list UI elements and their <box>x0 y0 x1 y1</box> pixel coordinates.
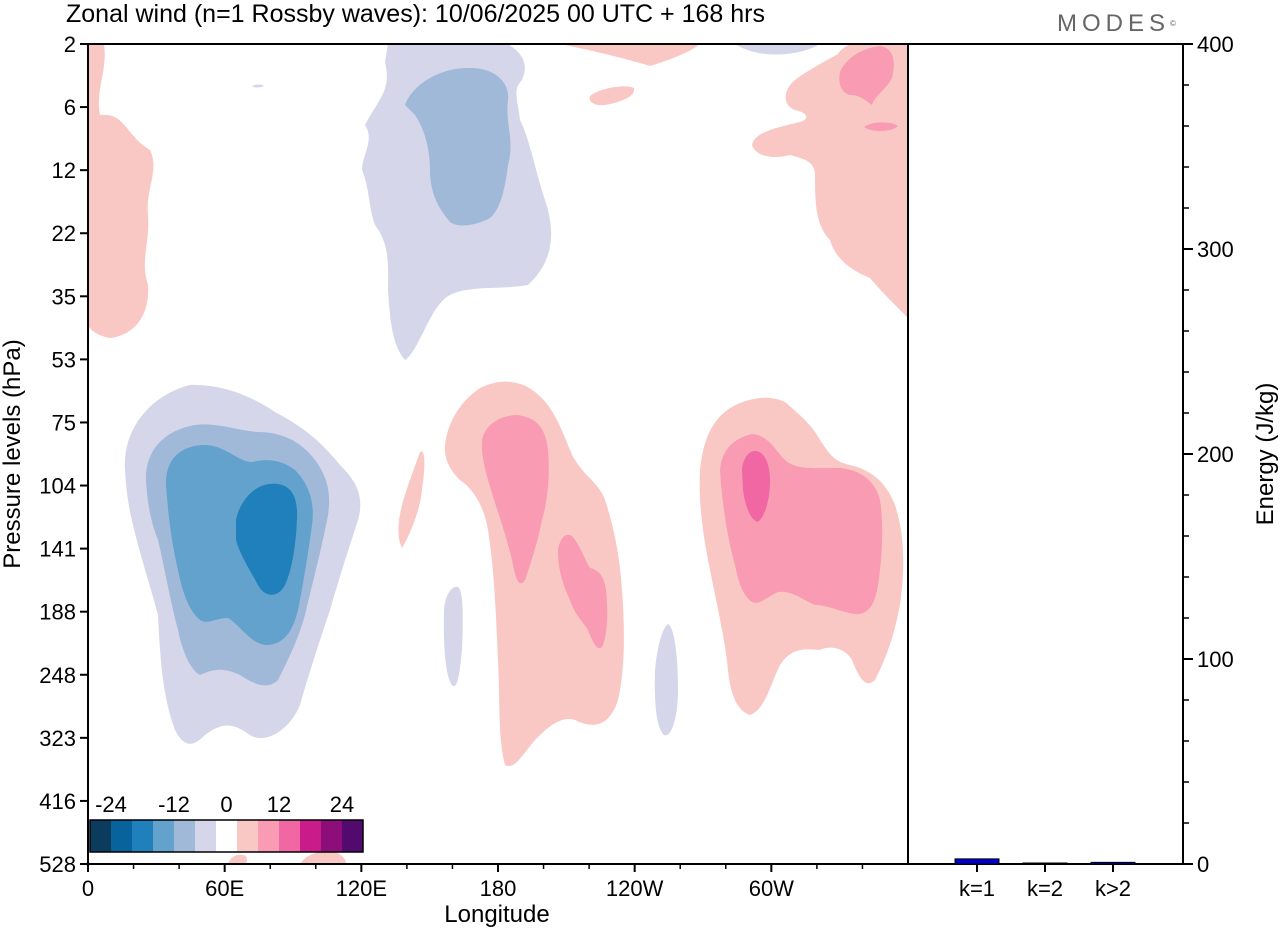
energy-tick-label: 200 <box>1197 442 1234 467</box>
logo-mark: © <box>1170 19 1176 28</box>
energy-bars <box>954 858 1136 872</box>
energy-category-label: k=2 <box>1027 876 1063 901</box>
colorbar-labels: -24 -12 0 12 24 <box>95 792 354 817</box>
colorbar-swatch <box>132 820 153 852</box>
energy-axis-label: Energy (J/kg) <box>1252 383 1279 526</box>
pressure-tick-label: 188 <box>39 600 76 625</box>
pressure-tick-label: 22 <box>52 221 76 246</box>
contour-neg-top-small <box>735 44 820 55</box>
colorbar-swatch <box>321 820 342 852</box>
contour-neg-small-160e <box>443 586 463 687</box>
pressure-tick-label: 6 <box>64 95 76 120</box>
pressure-axis-label: Pressure levels (hPa) <box>0 339 26 568</box>
colorbar-swatch <box>237 820 258 852</box>
energy-tick-label: 400 <box>1197 32 1234 57</box>
colorbar-swatch <box>195 820 216 852</box>
energy-plot-frame <box>907 43 1184 865</box>
pressure-tick-label: 248 <box>39 663 76 688</box>
colorbar-label: -24 <box>95 792 127 817</box>
energy-category-label: k>2 <box>1095 876 1131 901</box>
longitude-tick-label: 0 <box>82 876 94 901</box>
colorbar-swatch <box>279 820 300 852</box>
energy-bar <box>954 858 1000 865</box>
pressure-tick-label: 2 <box>64 32 76 57</box>
logo-text: MODES <box>1057 10 1171 37</box>
contour-pos-upper-right <box>720 44 908 318</box>
contour-neg-main-core <box>236 483 298 595</box>
colorbar-label: 0 <box>220 792 232 817</box>
pressure-tick-label: 53 <box>52 347 76 372</box>
colorbar-label: 24 <box>330 792 354 817</box>
colorbar-swatch <box>300 820 321 852</box>
contour-pos-bottom-a <box>228 854 247 864</box>
contour-fields <box>88 44 908 864</box>
pressure-tick-label: 35 <box>52 284 76 309</box>
contour-pos-upper-right-blob <box>864 122 898 132</box>
contour-pos-small-140e <box>398 451 425 548</box>
pressure-tick-label: 75 <box>52 410 76 435</box>
colorbar-label: -12 <box>158 792 190 817</box>
contour-neg-small-top <box>252 84 264 88</box>
longitude-tick-label: 120W <box>606 876 664 901</box>
energy-bar-labels: k=1 k=2 k>2 <box>959 876 1131 901</box>
colorbar-swatches <box>89 819 364 853</box>
contour-pos-bottom-b <box>300 851 346 864</box>
colorbar-swatch <box>90 820 111 852</box>
pressure-tick-label: 104 <box>39 474 76 499</box>
contour-pos-mid-l2-upper <box>481 415 549 584</box>
contour-neg-small-130w <box>654 624 678 736</box>
contour-pos-top-small <box>589 86 635 106</box>
colorbar-swatch <box>258 820 279 852</box>
energy-bar <box>1090 861 1136 865</box>
colorbar-label: 12 <box>267 792 291 817</box>
energy-category-label: k=1 <box>959 876 995 901</box>
pressure-axis: 2 6 12 22 35 53 75 104 141 188 248 323 416 528 <box>39 32 88 877</box>
energy-axis: 0 100 200 300 400 <box>1183 32 1234 877</box>
pressure-tick-label: 416 <box>39 789 76 814</box>
contour-neg-upper-inner <box>405 67 511 226</box>
pressure-tick-label: 323 <box>39 726 76 751</box>
pressure-tick-label: 12 <box>52 158 76 183</box>
energy-tick-label: 0 <box>1197 852 1209 877</box>
chart-title: Zonal wind (n=1 Rossby waves): 10/06/202… <box>66 0 765 28</box>
energy-tick-label: 100 <box>1197 647 1234 672</box>
contour-pos-right-core <box>742 450 770 522</box>
colorbar-swatch <box>216 820 237 852</box>
contour-pos-top-small2 <box>560 44 700 66</box>
longitude-axis: 0 60E 120E 180 120W 60W <box>82 864 864 901</box>
longitude-tick-label: 180 <box>480 876 517 901</box>
colorbar-swatch <box>342 820 363 852</box>
colorbar: -24 -12 0 12 24 <box>89 792 364 853</box>
colorbar-swatch <box>153 820 174 852</box>
energy-tick-label: 300 <box>1197 237 1234 262</box>
longitude-tick-label: 120E <box>336 876 387 901</box>
longitude-tick-label: 60W <box>749 876 794 901</box>
colorbar-swatch <box>111 820 132 852</box>
pressure-tick-label: 528 <box>39 852 76 877</box>
modes-logo: MODES© <box>1057 10 1176 38</box>
energy-bar <box>1022 862 1068 865</box>
longitude-tick-label: 60E <box>205 876 244 901</box>
contour-pos-upper-right-inner <box>839 46 894 105</box>
pressure-tick-label: 141 <box>39 537 76 562</box>
colorbar-frame <box>89 819 364 853</box>
contour-pos-left-edge <box>88 44 154 338</box>
longitude-axis-label: Longitude <box>444 901 549 928</box>
colorbar-swatch <box>174 820 195 852</box>
contour-pos-mid-l2-lower <box>558 534 608 649</box>
